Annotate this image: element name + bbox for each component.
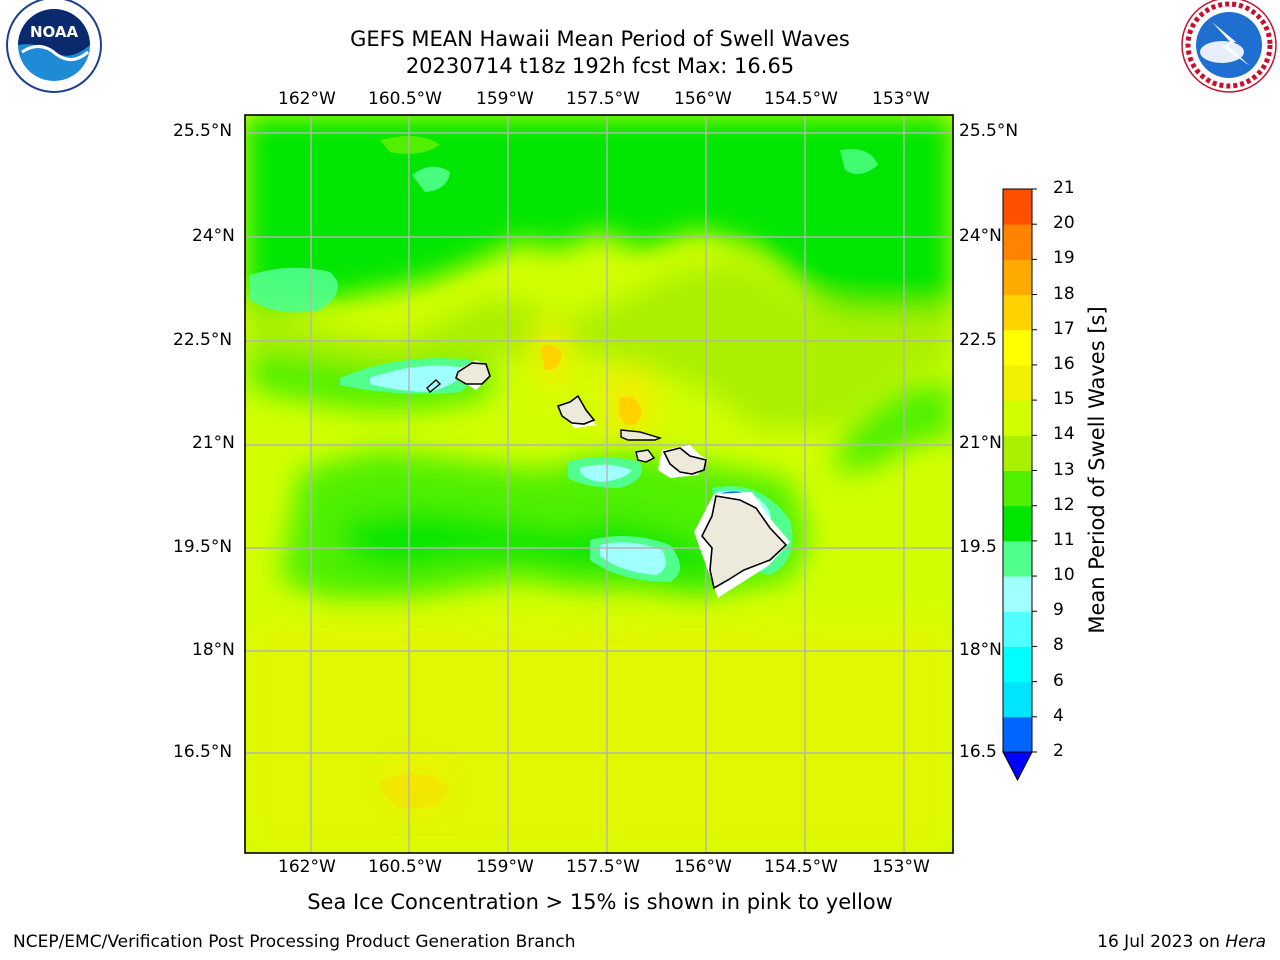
colorbar-segment [1003,716,1032,753]
map-title: GEFS MEAN Hawaii Mean Period of Swell Wa… [350,27,850,51]
noaa-logo: NOAA [6,0,102,93]
colorbar-tick-label: 4 [1053,705,1064,726]
lat-label-left: 16.5°N [173,742,233,762]
colorbar-segment [1003,364,1032,401]
colorbar [1002,188,1037,782]
colorbar-segment [1003,259,1032,296]
lat-label-right: 25.5°N [959,121,1019,141]
lon-label-bottom: 159°W [476,857,534,877]
colorbar-tick-label: 14 [1053,424,1075,445]
colorbar-segment [1003,611,1032,647]
svg-text:NOAA: NOAA [30,23,79,41]
lat-label-right: 19.5 [959,537,997,557]
lon-label-top: 154.5°W [764,89,838,109]
colorbar-segment [1003,435,1032,471]
colorbar-segment [1003,470,1032,507]
colorbar-segment [1003,294,1032,331]
lat-label-right: 16.5 [959,742,997,762]
lat-label-left: 21°N [192,433,235,453]
colorbar-title: Mean Period of Swell Waves [s] [1085,306,1109,634]
lat-label-right: 18°N [959,640,1002,660]
lon-label-bottom: 154.5°W [764,857,838,877]
colorbar-extend-arrow [1002,751,1033,782]
lon-label-bottom: 160.5°W [368,857,442,877]
sea-ice-caption: Sea Ice Concentration > 15% is shown in … [307,890,893,914]
colorbar-tick-label: 16 [1053,353,1075,374]
colorbar-segment [1003,681,1032,718]
lon-label-top: 159°W [476,89,534,109]
colorbar-segment [1003,505,1032,542]
lon-label-bottom: 157.5°W [566,857,640,877]
colorbar-segment [1003,329,1032,366]
colorbar-segment [1003,576,1032,612]
colorbar-tick-label: 13 [1053,459,1075,480]
lon-label-top: 153°W [872,89,930,109]
lat-label-left: 25.5°N [173,121,233,141]
colorbar-segment [1003,224,1032,260]
colorbar-tick-label: 8 [1053,635,1064,656]
footer-date-text: 16 Jul 2023 on [1097,932,1226,952]
lat-label-right: 22.5 [959,330,997,350]
colorbar-tick-label: 6 [1053,670,1064,691]
colorbar-tick-label: 15 [1053,389,1075,410]
map-subtitle: 20230714 t18z 192h fcst Max: 16.65 [405,54,795,78]
nws-logo [1181,0,1277,93]
lon-label-top: 160.5°W [368,89,442,109]
lon-label-top: 157.5°W [566,89,640,109]
footer-system: Hera [1225,932,1266,952]
colorbar-tick-label: 20 [1053,213,1075,234]
footer-date: 16 Jul 2023 on Hera [1097,932,1266,952]
colorbar-tick-label: 19 [1053,248,1075,269]
lat-label-left: 22.5°N [173,330,233,350]
lat-label-right: 21°N [959,433,1002,453]
lon-label-bottom: 162°W [278,857,336,877]
lat-label-left: 24°N [192,226,235,246]
lat-label-left: 19.5°N [173,537,233,557]
map-frame [244,114,954,854]
colorbar-tick-label: 17 [1053,318,1075,339]
lat-label-left: 18°N [192,640,235,660]
colorbar-tick-label: 9 [1053,600,1064,621]
colorbar-tick-label: 12 [1053,494,1075,515]
hawaiian-islands [426,360,790,598]
colorbar-segment [1003,646,1032,683]
lon-label-top: 162°W [278,89,336,109]
footer-credit: NCEP/EMC/Verification Post Processing Pr… [13,932,576,952]
colorbar-tick-label: 10 [1053,565,1075,586]
colorbar-segment [1003,400,1032,436]
colorbar-tick-label: 2 [1053,741,1064,761]
lon-label-bottom: 156°W [674,857,732,877]
lon-label-top: 156°W [674,89,732,109]
colorbar-tick-label: 11 [1053,529,1075,550]
swell-period-field [245,115,953,853]
colorbar-tick-label: 18 [1053,283,1075,304]
colorbar-segment [1003,189,1032,225]
colorbar-segment [1003,540,1032,577]
colorbar-tick-label: 21 [1053,178,1075,198]
lon-label-bottom: 153°W [872,857,930,877]
map-gridlines [245,115,953,853]
lat-label-right: 24°N [959,226,1002,246]
